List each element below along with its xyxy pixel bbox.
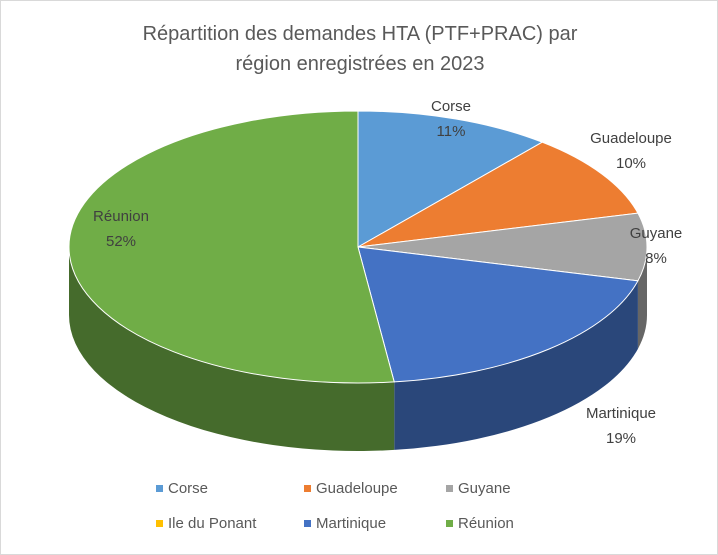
slice bbox=[357, 212, 648, 282]
data-label-value: 52% bbox=[106, 233, 136, 250]
data-label-name: Corse bbox=[431, 98, 471, 115]
legend-label: Réunion bbox=[458, 515, 514, 532]
legend-label: Ile du Ponant bbox=[168, 515, 257, 532]
slice-side bbox=[69, 247, 395, 451]
slice bbox=[357, 110, 544, 248]
data-label-name: Guadeloupe bbox=[590, 130, 672, 147]
legend-swatch bbox=[156, 485, 163, 492]
data-label: Corse 11% bbox=[431, 98, 471, 140]
chart-title: Répartition des demandes HTA (PTF+PRAC) … bbox=[142, 23, 578, 75]
data-label: Guyane 8% bbox=[630, 225, 683, 267]
legend-swatch bbox=[304, 485, 311, 492]
legend-swatch bbox=[156, 520, 163, 527]
slice bbox=[357, 141, 639, 248]
slice bbox=[68, 110, 395, 384]
data-label: Guadeloupe 10% bbox=[590, 130, 672, 172]
slice-side bbox=[394, 280, 638, 450]
legend-label: Guadeloupe bbox=[316, 480, 398, 497]
data-label-name: Réunion bbox=[93, 208, 149, 225]
legend-label: Corse bbox=[168, 480, 208, 497]
legend-label: Guyane bbox=[458, 480, 511, 497]
legend-swatch bbox=[304, 520, 311, 527]
data-label-name: Martinique bbox=[586, 405, 656, 422]
legend-swatch bbox=[446, 520, 453, 527]
data-label: Réunion 52% bbox=[93, 208, 149, 250]
data-label-value: 11% bbox=[437, 123, 466, 140]
legend-swatch bbox=[446, 485, 453, 492]
data-label-value: 8% bbox=[645, 250, 667, 267]
legend-label: Martinique bbox=[316, 515, 386, 532]
data-label: Martinique 19% bbox=[586, 405, 656, 447]
slice-side bbox=[637, 247, 647, 349]
data-label-name: Guyane bbox=[630, 225, 683, 242]
data-label-value: 19% bbox=[606, 430, 636, 447]
slice bbox=[357, 246, 639, 383]
data-label-value: 10% bbox=[616, 155, 646, 172]
